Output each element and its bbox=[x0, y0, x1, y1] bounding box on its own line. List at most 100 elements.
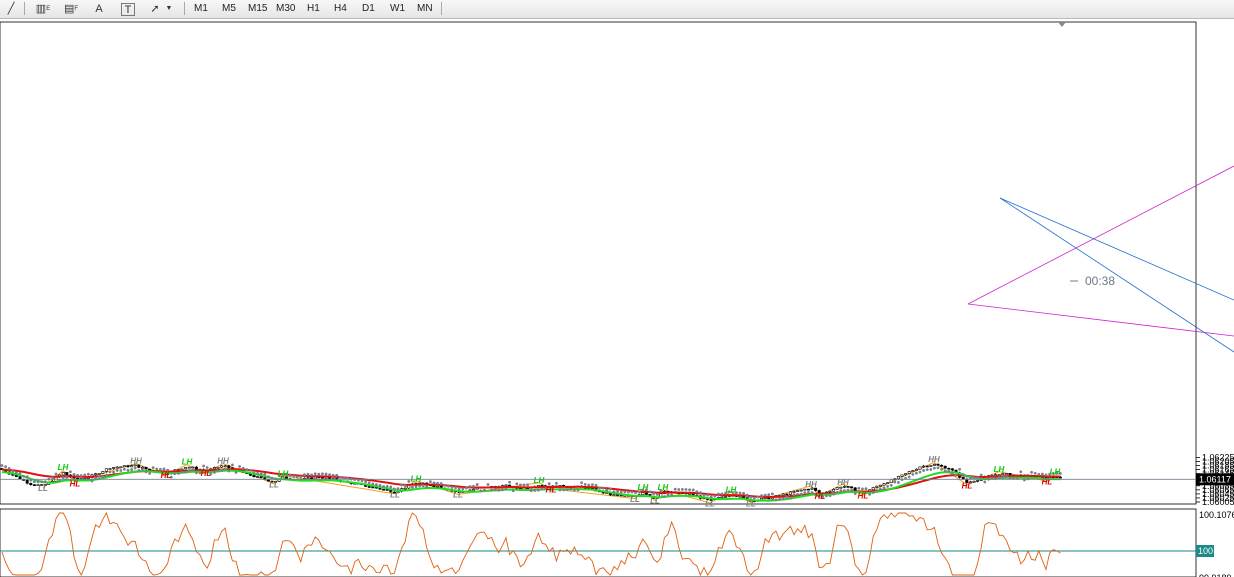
text-label-icon[interactable]: T bbox=[121, 3, 135, 16]
chevron-down-icon[interactable]: ▼ bbox=[165, 5, 173, 12]
sar-dot bbox=[522, 483, 526, 487]
sar-dot bbox=[475, 483, 479, 486]
price-tick-label: 1.06205 bbox=[1202, 456, 1234, 466]
sar-dot bbox=[789, 496, 792, 500]
swing-label: HH bbox=[837, 478, 849, 487]
sar-dot bbox=[641, 488, 645, 492]
candle-body bbox=[1033, 476, 1037, 479]
candle-body bbox=[212, 467, 216, 470]
candle-body bbox=[425, 482, 429, 485]
sar-dot bbox=[378, 484, 382, 487]
indicator-level-box bbox=[1196, 545, 1214, 557]
sar-dot bbox=[249, 468, 252, 472]
candle-body bbox=[774, 495, 778, 498]
candle-body bbox=[241, 470, 245, 473]
sar-dot bbox=[267, 475, 270, 479]
indicator-top-label: 100.1076 bbox=[1199, 510, 1234, 520]
indicator-bottom-label: 99.9189 bbox=[1199, 573, 1232, 577]
sar-dot bbox=[468, 485, 472, 488]
candle-body bbox=[202, 469, 206, 471]
candle-body bbox=[1001, 473, 1005, 475]
sar-dot bbox=[565, 488, 569, 492]
arrows-tool-icon[interactable]: ➚ bbox=[150, 3, 160, 15]
candle-body bbox=[688, 493, 692, 495]
candle-body bbox=[745, 497, 749, 501]
sar-dot bbox=[785, 495, 789, 499]
timeframe-m30[interactable]: M30 bbox=[276, 3, 296, 14]
candle-body bbox=[770, 496, 774, 500]
fibonacci-fan-icon[interactable]: ▤ F bbox=[63, 3, 79, 15]
sar-dot bbox=[472, 484, 475, 488]
candle-body bbox=[860, 491, 864, 493]
timeframe-mn[interactable]: MN bbox=[417, 3, 433, 14]
candle-body bbox=[641, 492, 645, 496]
candle-body bbox=[468, 489, 472, 492]
sar-dot bbox=[540, 487, 544, 491]
sar-dot bbox=[191, 468, 195, 472]
text-tool-icon[interactable]: A bbox=[95, 2, 103, 15]
candle-body bbox=[90, 474, 94, 478]
sar-dot bbox=[961, 473, 965, 476]
candle-body bbox=[691, 493, 695, 496]
sar-dot bbox=[65, 476, 69, 479]
sar-dot bbox=[112, 470, 115, 474]
sar-dot bbox=[213, 470, 216, 474]
timeframe-h1[interactable]: H1 bbox=[307, 3, 320, 14]
sar-dot bbox=[756, 495, 760, 499]
candle-body bbox=[976, 480, 980, 482]
fibonacci-tool-icon[interactable]: ▥ E bbox=[35, 3, 51, 15]
candle-body bbox=[968, 481, 972, 484]
candle-body bbox=[518, 488, 522, 490]
sar-dot bbox=[749, 495, 753, 499]
sar-dot bbox=[655, 492, 659, 496]
candle-body bbox=[731, 494, 735, 497]
candle-body bbox=[958, 472, 962, 478]
candle-body bbox=[763, 497, 767, 499]
sar-dot bbox=[40, 480, 43, 484]
candle-body bbox=[742, 495, 746, 498]
main-plot-frame bbox=[0, 21, 1197, 505]
sar-dot bbox=[342, 476, 346, 480]
timeframe-h4[interactable]: H4 bbox=[334, 3, 347, 14]
candle-body bbox=[544, 485, 548, 488]
sar-dot bbox=[7, 467, 11, 470]
candle-body bbox=[346, 480, 350, 483]
sar-dot bbox=[43, 480, 47, 484]
sar-dot bbox=[148, 471, 152, 475]
swing-label: LH bbox=[1050, 468, 1061, 477]
timeframe-w1[interactable]: W1 bbox=[390, 3, 405, 14]
sar-dot bbox=[677, 488, 681, 491]
sar-dot bbox=[879, 487, 882, 491]
sar-dot bbox=[684, 488, 688, 491]
candle-body bbox=[83, 477, 87, 480]
timeframe-m5[interactable]: M5 bbox=[222, 3, 236, 14]
timeframe-m1[interactable]: M1 bbox=[194, 3, 208, 14]
sar-dot bbox=[976, 476, 979, 480]
candle-body bbox=[990, 475, 994, 477]
sar-dot bbox=[414, 485, 418, 489]
candle-body bbox=[400, 488, 404, 492]
sar-dot bbox=[447, 484, 450, 488]
sar-dot bbox=[1044, 473, 1048, 477]
sar-dot bbox=[990, 476, 994, 480]
sar-dot bbox=[832, 492, 835, 496]
candle-body bbox=[490, 486, 494, 488]
countdown-label: 00:38 bbox=[1085, 274, 1115, 288]
swing-label: HL bbox=[1042, 478, 1053, 487]
candle-body bbox=[623, 494, 627, 497]
candle-body bbox=[234, 468, 238, 471]
timeframe-m15[interactable]: M15 bbox=[248, 3, 268, 14]
sar-dot bbox=[511, 489, 515, 493]
sar-dot bbox=[965, 474, 969, 478]
line-tool-icon[interactable]: ╱ bbox=[7, 3, 15, 15]
candle-body bbox=[896, 476, 900, 480]
sar-dot bbox=[713, 494, 717, 498]
timeframe-d1[interactable]: D1 bbox=[362, 3, 375, 14]
candle-body bbox=[864, 491, 868, 494]
candle-body bbox=[180, 468, 184, 471]
price-tick-label: 1.06065 bbox=[1202, 485, 1234, 495]
sar-dot bbox=[123, 467, 126, 471]
candle-body bbox=[698, 495, 702, 499]
candle-body bbox=[580, 485, 584, 488]
